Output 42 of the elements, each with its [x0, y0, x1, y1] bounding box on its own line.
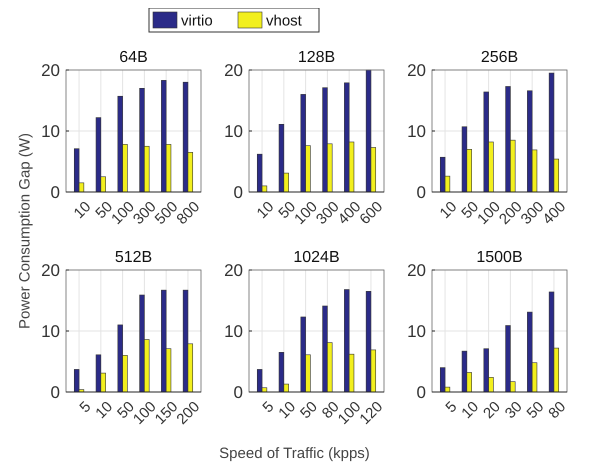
- y-tick-label: 10: [41, 122, 60, 141]
- y-axis-title: Power Consumption Gap (W): [16, 133, 34, 329]
- y-tick-label: 0: [416, 382, 426, 402]
- y-tick-label: 0: [416, 182, 426, 202]
- y-tick-label: 10: [407, 322, 426, 341]
- y-tick-label: 20: [407, 60, 426, 80]
- x-tick-label: 10: [275, 398, 300, 422]
- x-tick-label: 5: [76, 398, 94, 416]
- y-tick-label: 10: [41, 322, 60, 341]
- x-tick-label: 20: [480, 398, 504, 422]
- y-tick-label: 10: [407, 122, 426, 141]
- chart-title: 128B: [298, 49, 336, 66]
- x-tick-label: 80: [545, 398, 570, 422]
- y-tick-label: 0: [50, 182, 60, 202]
- chart-title: 1500B: [476, 249, 523, 266]
- chart-title: 256B: [480, 49, 518, 66]
- y-tick-label: 20: [224, 60, 243, 80]
- x-tick-label: 30: [502, 398, 526, 422]
- y-tick-label: 0: [234, 382, 243, 402]
- x-tick-label: 5: [259, 398, 278, 416]
- x-tick-label: 10: [436, 198, 460, 222]
- legend-label: virtio: [181, 12, 213, 30]
- chart-title: 1024B: [293, 249, 340, 266]
- x-tick-label: 10: [458, 398, 482, 422]
- y-tick-label: 20: [224, 260, 243, 280]
- x-axis-title: Speed of Traffic (kpps): [219, 445, 370, 462]
- y-tick-label: 20: [407, 260, 426, 280]
- y-tick-label: 0: [50, 382, 60, 402]
- x-tick-label: 10: [70, 198, 94, 222]
- y-tick-label: 20: [41, 260, 60, 280]
- chart-title: 512B: [114, 249, 152, 266]
- x-tick-label: 10: [253, 198, 278, 222]
- x-tick-label: 5: [442, 398, 460, 416]
- legend-label: vhost: [266, 12, 303, 30]
- x-tick-label: 50: [297, 398, 321, 422]
- y-tick-label: 10: [224, 322, 243, 341]
- y-tick-label: 10: [224, 122, 243, 141]
- x-tick-label: 10: [92, 398, 116, 422]
- y-tick-label: 0: [234, 182, 243, 202]
- chart-title: 64B: [119, 49, 148, 66]
- x-tick-label: 50: [524, 398, 548, 422]
- y-tick-label: 20: [41, 60, 60, 80]
